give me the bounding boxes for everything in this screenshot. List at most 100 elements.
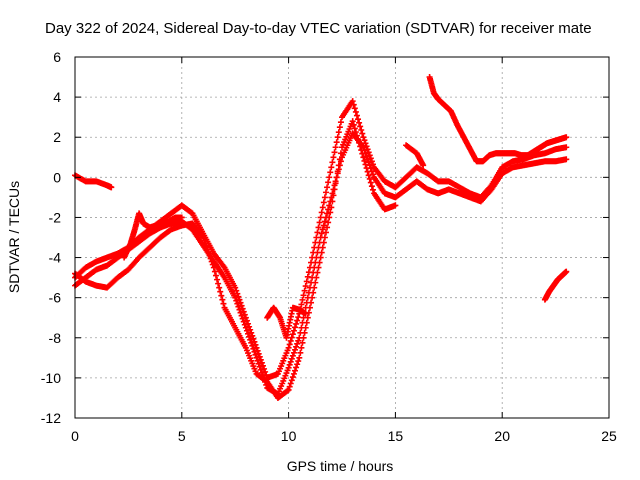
- data-point-fill: [319, 226, 326, 233]
- data-point: [210, 264, 217, 271]
- data-point-fill: [238, 302, 245, 309]
- data-point: [178, 214, 185, 221]
- data-point-fill: [256, 353, 263, 360]
- series-track-1: [72, 172, 115, 191]
- x-tick-label: 0: [71, 428, 79, 444]
- x-axis-label: GPS time / hours: [287, 458, 394, 474]
- data-point-fill: [299, 296, 306, 303]
- data-point-fill: [355, 136, 362, 143]
- data-point-fill: [240, 318, 247, 325]
- data-point-fill: [249, 342, 256, 349]
- data-point-fill: [353, 112, 360, 119]
- plot-frame: [74, 56, 610, 419]
- data-point-fill: [234, 300, 241, 307]
- data-point-fill: [247, 336, 254, 343]
- x-tick-label: 15: [388, 428, 404, 444]
- data-point-fill: [311, 244, 318, 251]
- data-point-fill: [350, 121, 357, 128]
- data-point-fill: [236, 296, 243, 303]
- data-point-fill: [298, 344, 305, 351]
- data-point-fill: [256, 363, 263, 370]
- data-point-fill: [293, 364, 300, 371]
- data-point-fill: [239, 305, 246, 312]
- data-point-fill: [295, 314, 302, 321]
- data-point: [200, 234, 207, 241]
- data-point-fill: [211, 268, 218, 275]
- data-point-fill: [365, 149, 372, 156]
- data-point-fill: [314, 229, 321, 236]
- data-point-fill: [320, 199, 327, 206]
- data-point-fill: [332, 144, 339, 151]
- series-track-8: [426, 74, 570, 165]
- data-point-fill: [295, 337, 302, 344]
- data-point-fill: [366, 152, 373, 159]
- data-point-fill: [367, 179, 374, 186]
- data-point-fill: [324, 184, 331, 191]
- data-point-fill: [303, 319, 310, 326]
- data-point-fill: [205, 249, 212, 256]
- data-point-fill: [333, 174, 340, 181]
- data-point-fill: [313, 274, 320, 281]
- data-point-fill: [320, 222, 327, 229]
- data-point: [563, 144, 570, 151]
- data-point-fill: [351, 125, 358, 132]
- data-point-fill: [361, 137, 368, 144]
- data-point: [563, 156, 570, 163]
- data-point: [349, 118, 356, 125]
- x-tick-label: 25: [601, 428, 617, 444]
- data-point-fill: [286, 341, 293, 348]
- data-point-fill: [359, 130, 366, 137]
- data-point-fill: [298, 301, 305, 308]
- data-point-fill: [245, 330, 252, 337]
- data-point-fill: [335, 162, 342, 169]
- x-tick-label: 10: [281, 428, 297, 444]
- data-point-fill: [337, 150, 344, 157]
- data-point-fill: [361, 157, 368, 164]
- data-point-fill: [350, 101, 357, 108]
- data-point-fill: [300, 334, 307, 341]
- data-point-fill: [366, 175, 373, 182]
- data-point-fill: [305, 269, 312, 276]
- data-point-fill: [334, 134, 341, 141]
- data-point-fill: [337, 119, 344, 126]
- series-track-6: [264, 304, 309, 341]
- data-point-fill: [364, 146, 371, 153]
- data-point-fill: [255, 360, 262, 367]
- data-point-fill: [318, 230, 325, 237]
- data-point-fill: [363, 153, 370, 160]
- data-point-fill: [363, 165, 370, 172]
- data-point-fill: [233, 297, 240, 304]
- data-point-fill: [288, 334, 295, 341]
- y-tick-label: -4: [49, 250, 62, 266]
- data-point-fill: [311, 284, 318, 291]
- data-point-fill: [331, 149, 338, 156]
- data-point-fill: [319, 204, 326, 211]
- data-point-fill: [203, 243, 210, 250]
- data-point-fill: [308, 259, 315, 266]
- data-point-fill: [240, 308, 247, 315]
- data-point-fill: [289, 331, 296, 338]
- y-tick-label: -8: [49, 330, 62, 346]
- data-point-fill: [300, 292, 307, 299]
- data-point: [108, 184, 115, 191]
- data-point-fill: [322, 229, 329, 236]
- data-point-fill: [295, 358, 302, 365]
- data-point-fill: [234, 290, 241, 297]
- data-point-fill: [326, 214, 333, 221]
- data-point-fill: [287, 358, 294, 365]
- data-point-fill: [325, 206, 332, 213]
- data-point-fill: [293, 320, 300, 327]
- data-point-fill: [251, 348, 258, 355]
- data-point-fill: [248, 339, 255, 346]
- data-point-fill: [289, 374, 296, 381]
- data-point-fill: [365, 159, 372, 166]
- data-point-fill: [312, 279, 319, 286]
- series-track-4: [72, 118, 399, 401]
- y-tick-label: -2: [49, 209, 62, 225]
- data-point-fill: [246, 333, 253, 340]
- series-track-7: [403, 142, 427, 169]
- data-point-fill: [216, 284, 223, 291]
- data-point-fill: [290, 349, 297, 356]
- data-point-fill: [250, 345, 257, 352]
- data-point-fill: [207, 255, 214, 262]
